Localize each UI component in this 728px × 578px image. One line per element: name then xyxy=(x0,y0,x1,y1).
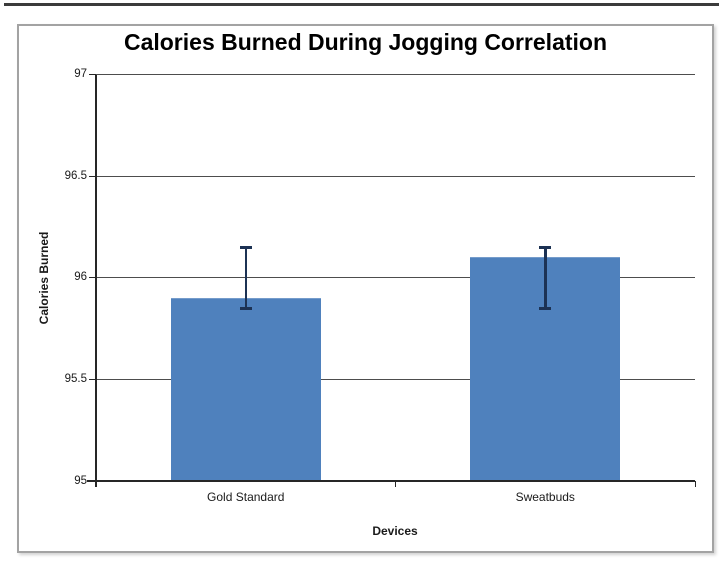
y-tick-mark xyxy=(89,277,96,279)
gridline xyxy=(96,74,695,75)
error-bar-cap-bottom xyxy=(239,306,252,310)
y-tick-label: 95.5 xyxy=(64,372,87,385)
error-bar-cap-bottom xyxy=(539,306,552,310)
y-tick-label: 95 xyxy=(74,474,87,487)
x-tick-mark xyxy=(395,481,396,487)
bar-gold-standard xyxy=(170,298,321,481)
gridline xyxy=(96,378,695,380)
chart-frame: Calories Burned During Jogging Correlati… xyxy=(17,24,714,553)
y-tick-label: 96 xyxy=(74,271,87,284)
y-tick-mark xyxy=(89,378,96,380)
x-axis-title: Devices xyxy=(372,524,418,538)
x-category-label: Gold Standard xyxy=(207,490,285,504)
x-axis-line xyxy=(87,480,695,482)
y-tick-label: 96.5 xyxy=(64,169,87,182)
y-axis-line xyxy=(95,74,97,487)
error-bar-cap-top xyxy=(239,245,252,249)
y-tick-label: 97 xyxy=(74,68,87,80)
chart-title: Calories Burned During Jogging Correlati… xyxy=(123,29,608,55)
y-tick-mark xyxy=(89,74,96,75)
y-axis-title: Calories Burned xyxy=(37,231,51,325)
gridline xyxy=(96,175,695,177)
error-bar-cap-top xyxy=(539,245,552,249)
x-tick-mark xyxy=(694,481,696,487)
y-tick-mark xyxy=(89,175,96,177)
error-bar-line xyxy=(544,247,547,309)
x-category-label: Sweatbuds xyxy=(515,490,575,504)
gridline xyxy=(96,277,695,279)
error-bar-line xyxy=(244,247,247,309)
window-top-edge xyxy=(4,3,719,6)
